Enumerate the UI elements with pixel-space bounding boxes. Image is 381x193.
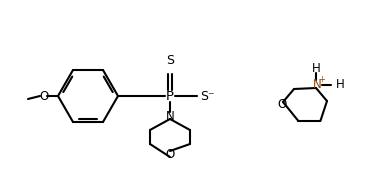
- Text: S: S: [166, 54, 174, 68]
- Text: H: H: [336, 79, 344, 91]
- Text: O: O: [277, 98, 287, 112]
- Text: N: N: [313, 78, 322, 91]
- Text: H: H: [312, 62, 320, 74]
- Text: N: N: [166, 109, 174, 123]
- Text: P: P: [166, 90, 174, 102]
- Text: +: +: [319, 75, 325, 85]
- Text: S⁻: S⁻: [200, 90, 214, 102]
- Text: O: O: [165, 147, 174, 161]
- Text: O: O: [39, 90, 49, 102]
